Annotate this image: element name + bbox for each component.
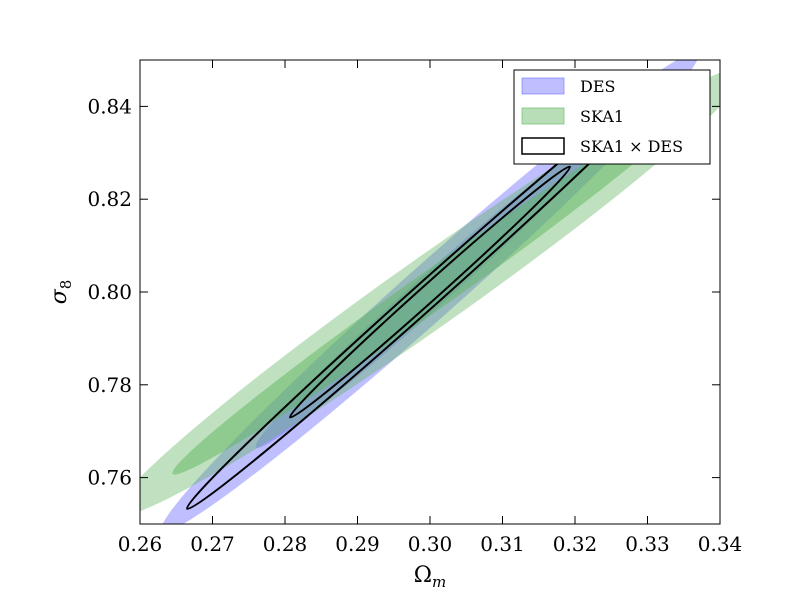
x-tick-label: 0.31 (480, 532, 525, 556)
legend-swatch-ska1-des (521, 137, 565, 155)
y-tick-label: 0.82 (87, 187, 132, 211)
x-tick-label: 0.33 (625, 532, 670, 556)
y-tick-label: 0.78 (87, 373, 132, 397)
x-tick-label: 0.26 (118, 532, 163, 556)
y-tick-label: 0.76 (87, 466, 132, 490)
x-axis-label: Ωm (414, 563, 446, 591)
ska1-des-contour-68 (288, 165, 572, 419)
ska1-contour-68 (172, 109, 688, 475)
x-tick-label: 0.27 (190, 532, 235, 556)
legend-swatch-des (521, 77, 565, 95)
legend-label-ska1: SKA1 (580, 107, 624, 126)
x-tick-label: 0.29 (335, 532, 380, 556)
y-tick-label: 0.80 (87, 280, 132, 304)
legend-label-des: DES (580, 77, 615, 96)
x-tick-label: 0.34 (698, 532, 743, 556)
legend-label-ska1-des: SKA1 × DES (580, 137, 683, 156)
contour-layer (140, 60, 720, 524)
y-tick-label: 0.84 (87, 94, 132, 118)
axis-ticks: 0.26 0.27 0.28 0.29 0.30 0.31 0.32 0.33 0.34 0.76… (87, 60, 742, 556)
x-tick-label: 0.32 (553, 532, 598, 556)
legend-box (513, 69, 711, 165)
legend-swatch-ska1 (521, 107, 565, 125)
y-axis-label: σ8 (47, 280, 75, 305)
x-tick-label: 0.28 (263, 532, 308, 556)
legend: DES SKA1 SKA1 × DES (513, 69, 711, 165)
y-axis-label-group: σ8 (47, 280, 75, 305)
x-tick-label: 0.30 (408, 532, 453, 556)
